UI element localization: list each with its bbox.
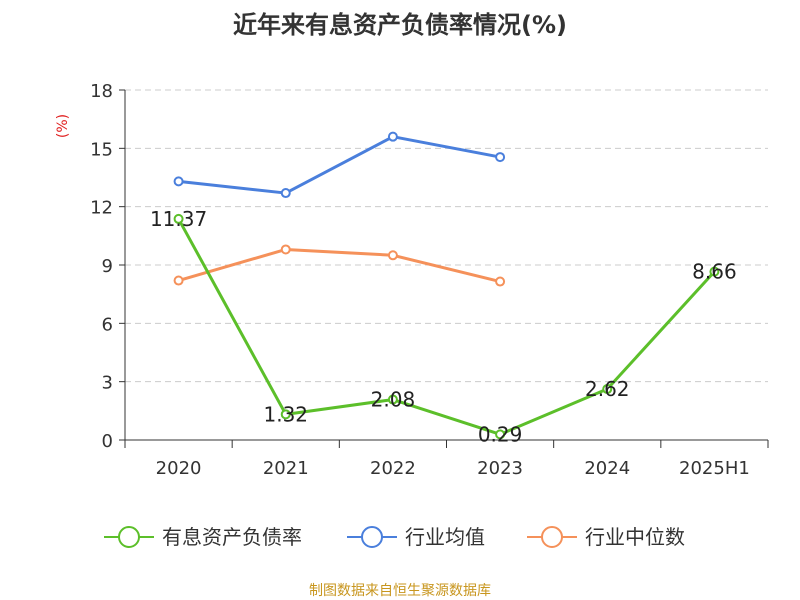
- y-tick-label: 9: [102, 256, 113, 277]
- data-point-0-0: [173, 213, 184, 224]
- x-tick-label: 2020: [156, 458, 202, 479]
- data-label: 11.37: [150, 207, 207, 231]
- legend-label: 行业均值: [405, 525, 485, 549]
- x-tick-label: 2022: [370, 458, 416, 479]
- y-tick-label: 0: [102, 431, 113, 452]
- legend-marker: [541, 526, 563, 548]
- legend-marker: [361, 526, 383, 548]
- data-point-1-3: [495, 152, 506, 163]
- label-layer: 11.37 1.32 2.08 0.29 2.62 8.66: [150, 207, 737, 446]
- x-tick-label: 2024: [584, 458, 630, 479]
- legend-item-2[interactable]: 行业中位数: [527, 525, 685, 549]
- data-point-0-4: [602, 384, 613, 395]
- data-point-2-2: [387, 250, 398, 261]
- x-tick-label: 2021: [263, 458, 309, 479]
- series-line-2: [178, 247, 501, 283]
- data-point-2-3: [495, 276, 506, 287]
- data-point-0-1: [280, 409, 291, 420]
- legend-item-0[interactable]: 有息资产负债率: [104, 525, 302, 549]
- data-point-1-2: [387, 131, 398, 142]
- data-point-2-1: [280, 244, 291, 255]
- y-tick-label: 3: [102, 373, 113, 394]
- axis-layer: 0 3 6 9 12 15 18 2020 2021 2022 2023 2024 2025H1: [90, 81, 769, 479]
- source-note: 制图数据来自恒生聚源数据库: [309, 583, 491, 599]
- data-label: 0.29: [478, 422, 523, 446]
- y-tick-label: 12: [90, 198, 113, 219]
- series-layer: [173, 131, 720, 440]
- legend-item-1[interactable]: 行业均值: [347, 525, 485, 549]
- data-label: 2.08: [371, 388, 416, 412]
- data-point-1-0: [173, 176, 184, 187]
- chart-title: 近年来有息资产负债率情况(%): [233, 11, 567, 39]
- x-tick-label: 2023: [477, 458, 523, 479]
- legend[interactable]: 有息资产负债率 行业均值 行业中位数: [104, 525, 685, 549]
- data-point-2-0: [173, 275, 184, 286]
- data-point-0-2: [387, 394, 398, 405]
- data-point-0-5: [709, 266, 720, 277]
- series-line-1: [178, 135, 501, 195]
- x-tick-label: 2025H1: [679, 458, 750, 479]
- series-line-0: [177, 218, 716, 436]
- data-label: 8.66: [692, 260, 737, 284]
- legend-label: 有息资产负债率: [162, 525, 302, 549]
- y-tick-label: 15: [90, 139, 113, 160]
- y-axis-label: (%): [55, 114, 71, 138]
- data-label: 2.62: [585, 377, 630, 401]
- y-tick-label: 18: [90, 81, 113, 102]
- legend-marker: [118, 526, 140, 548]
- data-label: 1.32: [263, 402, 308, 426]
- y-tick-label: 6: [102, 314, 113, 335]
- data-point-0-3: [495, 429, 506, 440]
- legend-label: 行业中位数: [585, 525, 685, 549]
- grid-layer: [125, 89, 768, 383]
- data-point-1-1: [280, 188, 291, 199]
